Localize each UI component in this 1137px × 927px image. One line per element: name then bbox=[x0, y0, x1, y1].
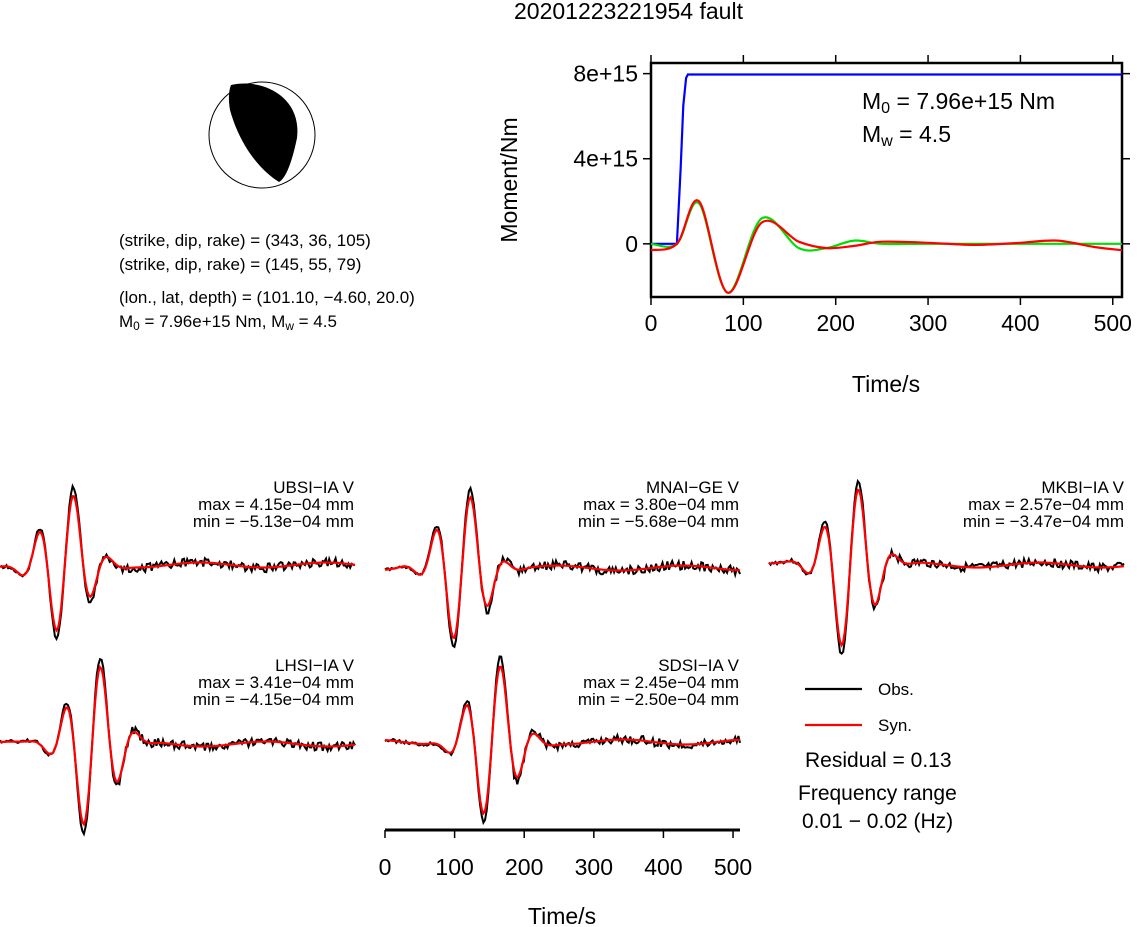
waveform-synthetic-4 bbox=[384, 665, 741, 816]
waveform-observed-0 bbox=[0, 483, 355, 642]
moment-x-axis-label: Time/s bbox=[852, 371, 920, 397]
moment-x-tick-label: 200 bbox=[817, 310, 855, 336]
waveform-x-tick-label: 0 bbox=[379, 854, 392, 880]
moment-series-line bbox=[651, 73, 1122, 245]
moment-y-tick-label: 4e+15 bbox=[573, 146, 638, 172]
waveform-synthetic-2 bbox=[768, 488, 1125, 648]
waveform-x-tick-label: 200 bbox=[505, 854, 543, 880]
waveform-x-tick-label: 400 bbox=[644, 854, 682, 880]
frequency-range-label: Frequency range bbox=[798, 782, 957, 805]
waveform-synthetic-0 bbox=[0, 494, 356, 633]
figure-title: 20201223221954 fault bbox=[514, 0, 743, 24]
nodal-plane-1: (strike, dip, rake) = (343, 36, 105) bbox=[119, 231, 371, 250]
waveform-observed-1 bbox=[384, 485, 741, 649]
waveform-x-tick-label: 500 bbox=[714, 854, 752, 880]
beachball-compressional-quadrant bbox=[228, 83, 298, 182]
waveform-synthetic-1 bbox=[384, 495, 741, 640]
moment-y-tick-label: 0 bbox=[625, 231, 638, 257]
moment-x-tick-label: 500 bbox=[1094, 310, 1132, 336]
moment-y-tick-label: 8e+15 bbox=[573, 61, 638, 87]
waveform-observed-4 bbox=[384, 655, 741, 826]
moment-plot-mw: Mw = 4.5 bbox=[862, 121, 951, 151]
waveform-x-tick-label: 300 bbox=[575, 854, 613, 880]
waveform-synthetic-3 bbox=[0, 665, 356, 827]
event-location: (lon., lat, depth) = (101.10, −4.60, 20.… bbox=[119, 288, 415, 307]
residual-text: Residual = 0.13 bbox=[805, 749, 952, 772]
moment-plot-m0: M0 = 7.96e+15 Nm bbox=[862, 88, 1056, 118]
moment-series-line bbox=[650, 201, 1122, 294]
nodal-plane-2: (strike, dip, rake) = (145, 55, 79) bbox=[119, 255, 362, 274]
moment-y-axis-label: Moment/Nm bbox=[496, 117, 522, 242]
waveform-observed-2 bbox=[768, 478, 1125, 656]
moment-x-tick-label: 300 bbox=[909, 310, 947, 336]
waveform-x-tick-label: 100 bbox=[435, 854, 473, 880]
moment-x-tick-label: 100 bbox=[724, 310, 762, 336]
moment-x-tick-label: 400 bbox=[1001, 310, 1039, 336]
moment-x-tick-label: 0 bbox=[645, 310, 658, 336]
frequency-range-value: 0.01 − 0.02 (Hz) bbox=[802, 810, 954, 833]
waveform-x-axis-label: Time/s bbox=[528, 903, 596, 927]
legend-obs-label: Obs. bbox=[878, 680, 914, 699]
moment-series-line bbox=[650, 199, 1123, 294]
legend-syn-label: Syn. bbox=[878, 716, 913, 735]
event-moment-text: M0 = 7.96e+15 Nm, Mw = 4.5 bbox=[119, 312, 337, 333]
moment-plot-frame bbox=[649, 61, 1124, 299]
waveform-observed-3 bbox=[0, 657, 356, 837]
